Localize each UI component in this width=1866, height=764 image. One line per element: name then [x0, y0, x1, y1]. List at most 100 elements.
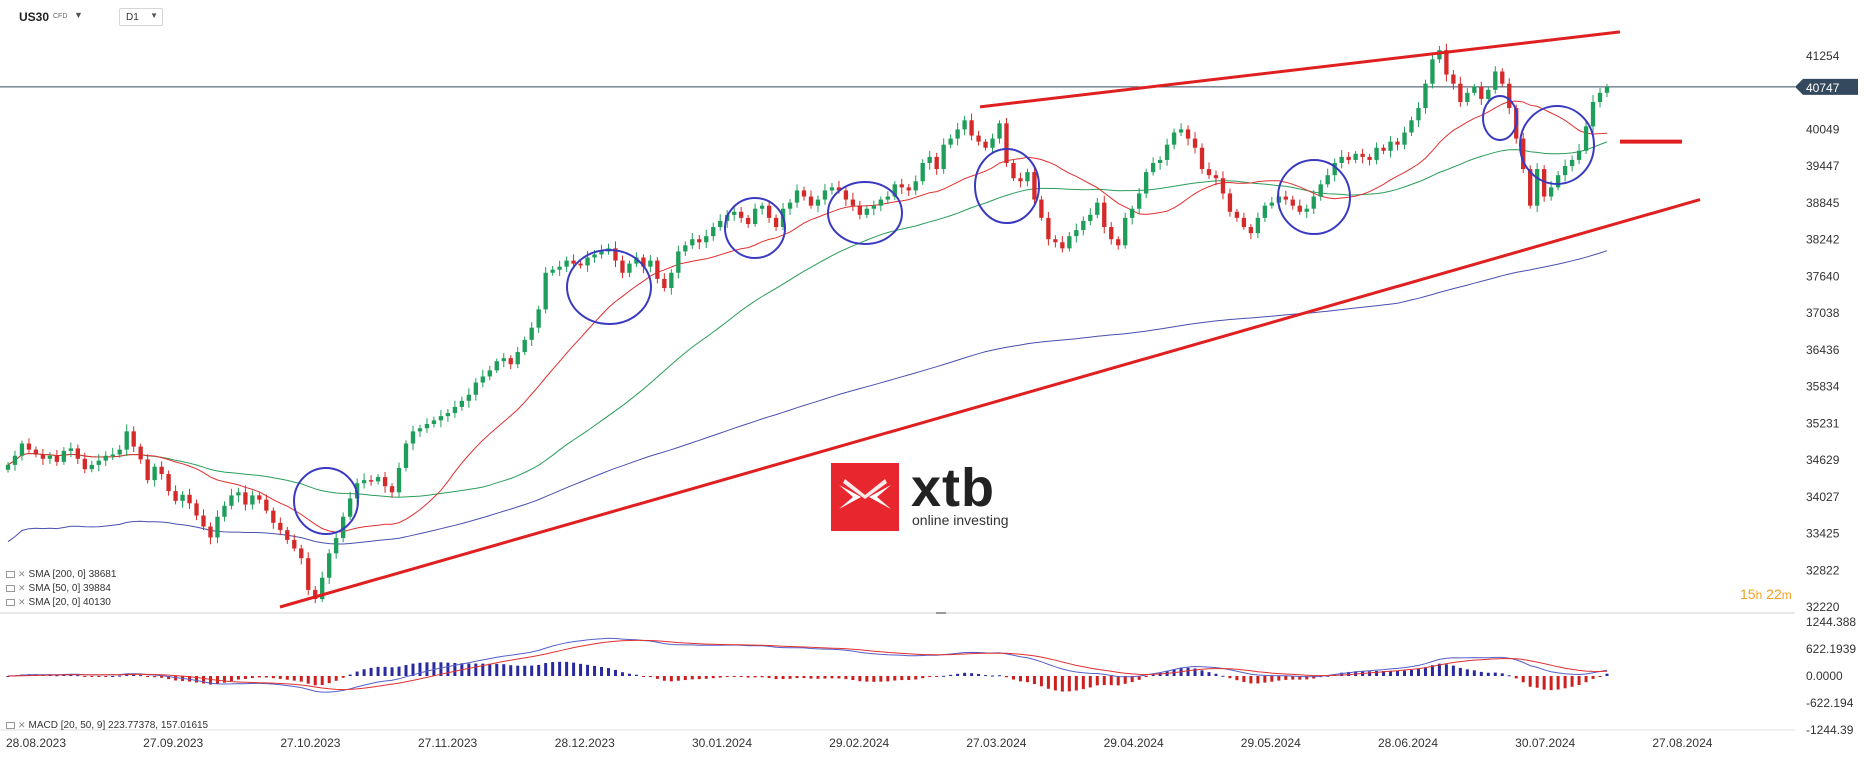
close-icon[interactable]: ✕ [18, 569, 26, 579]
candle-body [229, 495, 234, 506]
macd-histogram-bar [1563, 675, 1567, 689]
candle-body [1269, 202, 1275, 206]
candles-layer [5, 43, 1610, 604]
timeframe-select[interactable]: D1 ▼ [119, 8, 163, 26]
candle-body [40, 454, 46, 459]
candle-body [536, 309, 541, 328]
legend-macd-label: MACD [20, 50, 9] 223.77378, 157.01615 [28, 720, 209, 731]
candle-body [1130, 208, 1135, 218]
macd-histogram-bar [1144, 675, 1148, 678]
macd-histogram-bar [865, 675, 869, 682]
settings-icon[interactable] [6, 598, 15, 606]
candle-body [550, 269, 555, 273]
candle-body [145, 459, 150, 481]
candle-body [1374, 147, 1379, 160]
pullback-circle [293, 467, 359, 535]
macd-histogram-bar [1577, 675, 1581, 685]
candle-body [1206, 169, 1212, 176]
candle-body [1360, 153, 1365, 157]
settings-icon[interactable] [6, 721, 15, 729]
pullback-circle [724, 197, 786, 259]
macd-histogram-bar [1018, 675, 1022, 682]
legend-sma20[interactable]: ✕ SMA [20, 0] 40130 [6, 597, 111, 608]
xtb-tagline: online investing [912, 512, 1009, 528]
candle-body [1192, 138, 1198, 148]
candle-body [676, 251, 681, 273]
macd-histogram-bar [404, 665, 408, 676]
candle-body [941, 144, 946, 170]
date-tick-label: 27.10.2023 [280, 736, 340, 750]
price-tick-label: 37038 [1806, 306, 1840, 320]
candle-body [417, 428, 423, 432]
legend-macd[interactable]: ✕ MACD [20, 50, 9] 223.77378, 157.01615 [6, 720, 208, 731]
candle-body [285, 530, 290, 540]
macd-histogram-bar [397, 666, 401, 676]
candle-body [124, 431, 129, 450]
macd-histogram-bar [1556, 675, 1560, 690]
current-price-tag [1795, 78, 1858, 95]
candle-body [1548, 187, 1554, 197]
macd-histogram-bar [299, 675, 303, 682]
settings-icon[interactable] [6, 584, 15, 592]
candle-body [620, 260, 625, 273]
candle-body [1025, 172, 1030, 182]
candle-body [969, 120, 974, 136]
macd-histogram-bar [704, 675, 708, 679]
candle-body [711, 227, 716, 237]
macd-histogram-bar [1375, 670, 1379, 676]
candle-body [299, 548, 304, 559]
candle-body [1123, 217, 1128, 246]
candle-body [704, 236, 709, 243]
candle-body [1604, 86, 1610, 93]
macd-histogram-bar [1368, 671, 1372, 676]
candle-body [522, 339, 527, 353]
macd-histogram-bar [69, 674, 73, 676]
date-tick-label: 29.05.2024 [1241, 736, 1301, 750]
macd-histogram-bar [795, 675, 799, 679]
macd-histogram-bar [411, 663, 415, 676]
macd-histogram-bar [669, 675, 673, 682]
candle-body [243, 492, 248, 505]
macd-histogram-bar [662, 675, 666, 681]
candle-body [732, 211, 737, 215]
macd-histogram-bar [383, 666, 387, 676]
macd-histogram-bar [1067, 675, 1071, 692]
candle-body [683, 245, 688, 252]
candle-body [1437, 50, 1442, 60]
macd-histogram-bar [1305, 675, 1309, 680]
macd-histogram-bar [942, 675, 946, 677]
candle-body [110, 454, 115, 457]
candle-body [662, 278, 667, 289]
symbol-label[interactable]: US30 [19, 10, 50, 24]
candle-body [1486, 89, 1491, 99]
legend-sma50[interactable]: ✕ SMA [50, 0] 39884 [6, 583, 111, 594]
macd-histogram-bar [1528, 675, 1532, 687]
candle-body [320, 577, 325, 600]
candle-body [1081, 220, 1086, 231]
close-icon[interactable]: ✕ [18, 720, 26, 730]
macd-histogram-bar [509, 665, 513, 676]
candle-body [1402, 132, 1407, 145]
close-icon[interactable]: ✕ [18, 597, 26, 607]
symbol-dropdown-icon[interactable]: ▼ [74, 10, 83, 20]
candle-body [690, 239, 695, 246]
date-tick-label: 27.08.2024 [1652, 736, 1712, 750]
chart-toolbar: US30 CFD ▼ D1 ▼ [0, 0, 200, 30]
candle-body [1011, 162, 1016, 179]
close-icon[interactable]: ✕ [18, 583, 26, 593]
macd-histogram-bar [1389, 670, 1393, 676]
settings-icon[interactable] [6, 570, 15, 578]
macd-histogram-bar [1123, 675, 1127, 684]
symbol-type-label: CFD [53, 13, 68, 20]
macd-histogram-bar [579, 663, 583, 676]
date-tick-label: 27.09.2023 [143, 736, 203, 750]
macd-histogram-bar [348, 674, 352, 676]
macd-histogram-bar [1591, 675, 1595, 679]
candle-body [1290, 199, 1295, 206]
macd-histogram-bar [1458, 667, 1462, 676]
candle-body [1458, 83, 1463, 102]
legend-sma200[interactable]: ✕ SMA [200, 0] 38681 [6, 569, 116, 580]
xtb-x-icon [839, 479, 891, 509]
macd-histogram-bar [586, 664, 590, 676]
